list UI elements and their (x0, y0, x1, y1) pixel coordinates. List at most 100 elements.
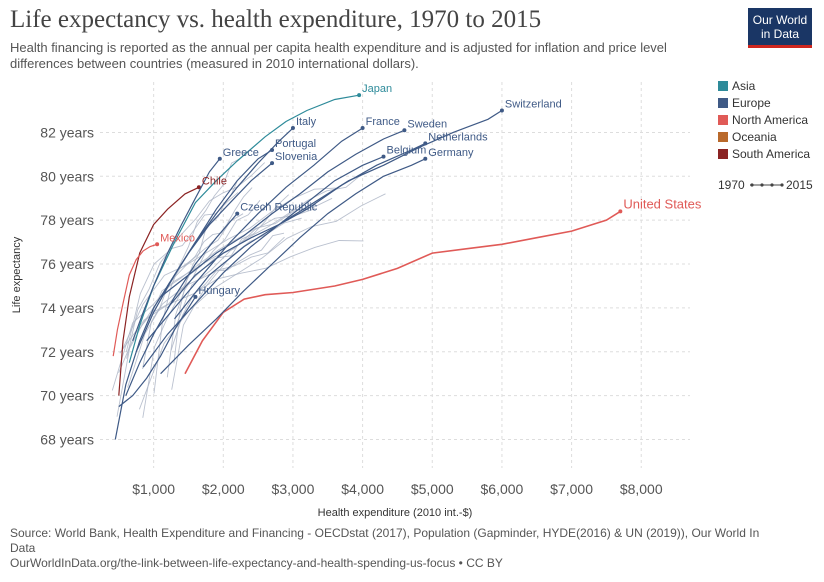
legend-time-dot (760, 183, 764, 187)
series-label: United States (623, 196, 702, 211)
legend-time-dot (750, 183, 754, 187)
x-tick-label: $1,000 (132, 481, 175, 497)
x-tick-label: $2,000 (202, 481, 245, 497)
source-text: Source: World Bank, Health Expenditure a… (10, 526, 760, 555)
series-label: Japan (362, 83, 392, 95)
y-tick-label: 80 years (40, 168, 94, 184)
series-line-chile[interactable] (118, 186, 200, 396)
legend-item[interactable]: South America (732, 147, 810, 161)
series-endpoint (423, 156, 428, 161)
series-label: Portugal (275, 138, 316, 150)
series-line-japan[interactable] (128, 94, 360, 363)
y-tick-label: 70 years (40, 388, 94, 404)
y-tick-label: 72 years (40, 344, 94, 360)
x-tick-label: $3,000 (272, 481, 315, 497)
series-endpoint (357, 93, 362, 98)
background-country-line (170, 232, 285, 351)
legend-item[interactable]: Asia (732, 80, 756, 93)
series-label: Mexico (160, 232, 195, 244)
series-label: Italy (296, 116, 317, 128)
series-label: France (366, 116, 400, 128)
series-endpoint (235, 211, 240, 216)
y-axis-label: Life expectancy (11, 236, 23, 313)
series-endpoint (381, 154, 386, 159)
series-label: Sweden (407, 118, 447, 130)
background-country-line (127, 217, 302, 388)
series-line-sweden[interactable] (160, 129, 405, 298)
series-endpoint (193, 294, 198, 299)
series-endpoint (423, 141, 428, 146)
series-endpoint (618, 209, 623, 214)
x-tick-label: $7,000 (550, 481, 593, 497)
background-country-line (125, 162, 266, 352)
y-tick-label: 74 years (40, 300, 94, 316)
series-endpoint (270, 147, 275, 152)
legend-swatch (718, 81, 728, 91)
x-tick-label: $6,000 (481, 481, 524, 497)
series-line-mexico[interactable] (112, 243, 158, 357)
logo-line-1: Our World (752, 13, 808, 27)
series-endpoint (360, 126, 365, 131)
legend-time-dot (770, 183, 774, 187)
logo-line-2: in Data (760, 27, 800, 41)
background-country-line (142, 200, 261, 418)
series-labels: United States Japan Chile Mexico Switzerland… (160, 83, 702, 297)
x-tick-label: $8,000 (620, 481, 663, 497)
legend-swatch (718, 98, 728, 108)
series-label: Germany (428, 147, 474, 159)
series-line-belgium[interactable] (142, 156, 384, 368)
legend-item[interactable]: Europe (732, 96, 771, 110)
y-tick-label: 82 years (40, 124, 94, 140)
owid-logo[interactable]: Our World in Data (748, 8, 812, 48)
background-country-line (119, 240, 364, 354)
series-endpoint (290, 126, 295, 131)
series-endpoint (217, 156, 222, 161)
y-tick-label: 78 years (40, 212, 94, 228)
y-tick-label: 76 years (40, 256, 94, 272)
series-endpoint (402, 128, 407, 133)
series-line-germany[interactable] (160, 158, 426, 375)
series-line-united-states[interactable] (184, 210, 621, 375)
background-country-line (172, 171, 366, 335)
legend-swatch (718, 132, 728, 142)
background-country-line (121, 187, 336, 352)
legend-time-start: 1970 (718, 178, 745, 192)
series-label: Greece (223, 147, 259, 159)
series-line-czech-republic[interactable] (125, 213, 238, 396)
legend-swatch (718, 115, 728, 125)
series-line-slovenia[interactable] (167, 162, 273, 287)
legend-item[interactable]: Oceania (732, 130, 777, 144)
x-tick-label: $5,000 (411, 481, 454, 497)
series-label: Czech Republic (240, 202, 318, 214)
series-label: Slovenia (275, 151, 318, 163)
series-lines (112, 93, 623, 440)
series-endpoint (499, 108, 504, 113)
series-label: Switzerland (505, 99, 562, 111)
x-axis-ticks: $1,000 $2,000 $3,000 $4,000 $5,000 $6,000 $7,0… (132, 481, 663, 497)
series-label: Hungary (198, 285, 240, 297)
series-line-france[interactable] (146, 127, 363, 342)
source-url[interactable]: OurWorldInData.org/the-link-between-life… (10, 556, 503, 570)
x-axis-label: Health expenditure (2010 int.-$) (318, 507, 473, 519)
legend: Asia Europe North America Oceania South Amer… (718, 80, 813, 192)
background-country-line (153, 158, 241, 394)
legend-swatch (718, 149, 728, 159)
chart-subtitle: Health financing is reported as the annu… (10, 40, 667, 71)
series-line-hungary[interactable] (118, 296, 196, 408)
y-tick-label: 68 years (40, 431, 94, 447)
legend-time-dot (780, 183, 784, 187)
background-country-line (142, 197, 333, 334)
legend-item[interactable]: North America (732, 113, 808, 127)
series-endpoint (196, 185, 201, 190)
legend-time-end: 2015 (786, 178, 813, 192)
background-country-line (111, 208, 316, 391)
series-endpoint (155, 242, 160, 247)
series-label: Netherlands (428, 131, 488, 143)
scatter-chart: $1,000 $2,000 $3,000 $4,000 $5,000 $6,000 $7,0… (11, 80, 813, 519)
series-endpoint (270, 161, 275, 166)
chart-title: Life expectancy vs. health expenditure, … (10, 6, 542, 33)
series-label: Chile (202, 175, 227, 187)
series-line-greece[interactable] (132, 158, 221, 342)
background-country-line (118, 236, 285, 373)
series-line-netherlands[interactable] (167, 142, 426, 309)
